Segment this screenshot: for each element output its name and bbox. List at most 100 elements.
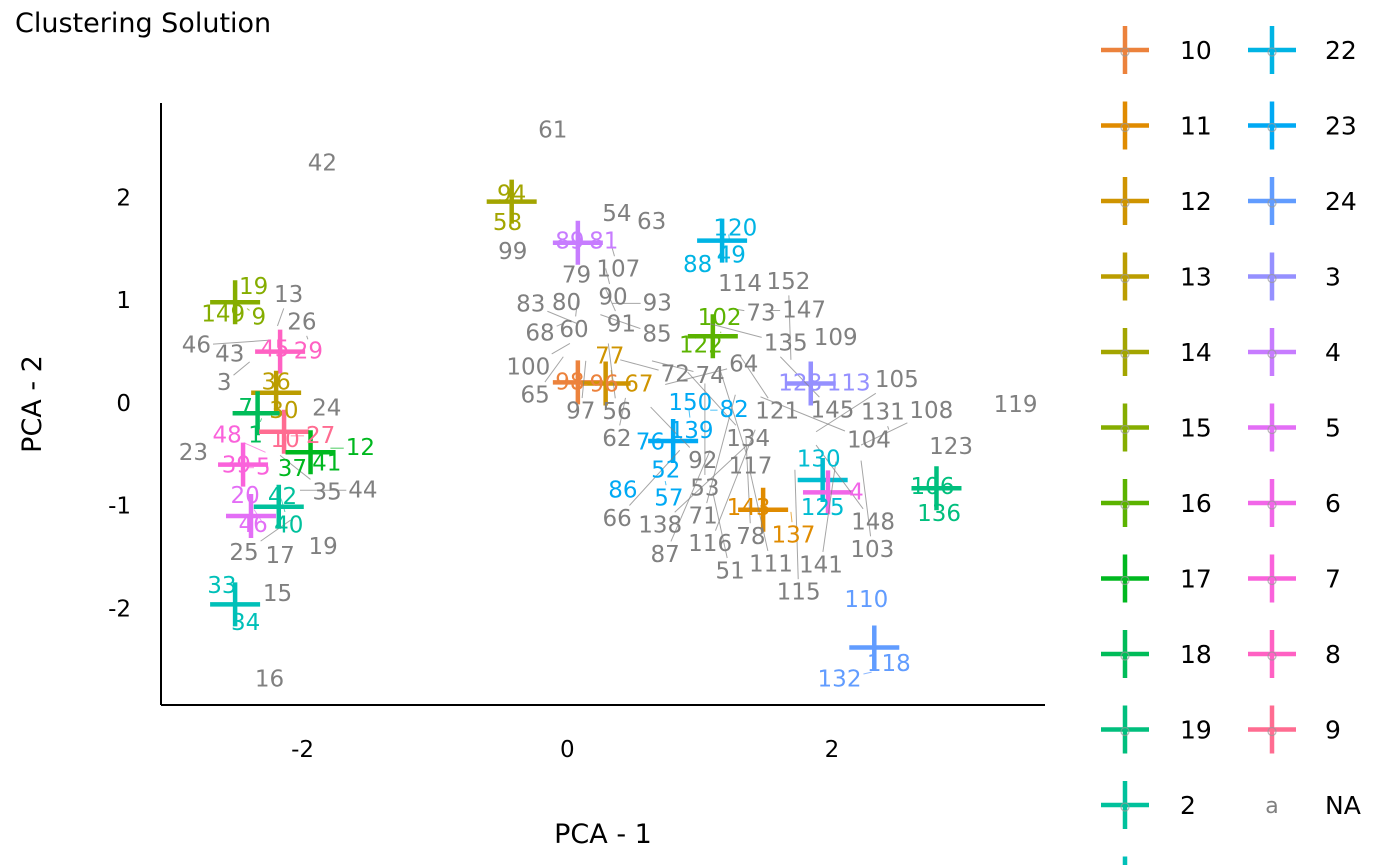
point-label: 139 [670,418,714,444]
cluster-center-cross [797,458,848,503]
legend-label: 4 [1325,338,1341,367]
point-label: 60 [559,317,588,343]
point-label: 100 [506,354,550,380]
legend-label: 19 [1180,716,1212,745]
legend-item: 7 [1248,554,1341,603]
cluster-center-cross [697,218,748,263]
cluster-center-cross [253,484,304,529]
point-label: 1 [248,422,263,448]
point-label: 130 [797,446,841,472]
legend-item: 11 [1101,101,1212,150]
x-tick-label: 2 [825,737,840,763]
leader-line [749,470,769,552]
legend-key-dot [1267,349,1277,359]
legend-key-dot [1267,424,1277,435]
legend-key-dot [1120,349,1130,359]
leader-line [687,371,737,426]
legend-item: 22 [1248,26,1357,74]
legend-item: 18 [1101,630,1212,678]
legend-item: 2 [1101,781,1196,829]
leader-line [629,449,681,506]
point-label: 44 [348,477,377,503]
leader-line [863,671,872,675]
x-tick-label: -2 [291,737,314,763]
legend-key-dot [1120,122,1130,133]
legend-label: 24 [1325,187,1357,216]
point-label: 80 [552,290,581,316]
point-label: 92 [688,448,717,474]
point-label: 3 [217,370,232,396]
leader-line [860,460,872,537]
point-label: 97 [566,399,595,425]
point-label: 141 [799,552,843,578]
leader-line [650,406,691,448]
point-label: 111 [749,551,793,577]
legend-item: a NA [1265,791,1361,820]
leader-line [246,308,250,311]
point-label: 62 [602,426,631,452]
cluster-center-cross [802,470,853,515]
leader-line [887,426,890,430]
legend-key-dot [1120,273,1130,284]
point-label: 113 [827,370,871,396]
legend-item: 19 [1101,705,1212,754]
point-label: 10 [271,427,300,453]
point-label: 30 [269,398,298,424]
point-label: 33 [207,573,236,599]
legend-label: 5 [1325,414,1341,443]
cluster-center-cross [259,409,310,454]
leader-line [670,450,711,542]
point-label: 87 [650,542,679,568]
point-label: 117 [728,454,772,480]
point-label: 16 [255,666,284,692]
legend-label: 12 [1180,187,1212,216]
point-label: 72 [661,362,690,388]
point-label: 61 [538,118,567,144]
leader-line [860,422,908,446]
cluster-center-cross [285,430,336,475]
legend-key-dot [1267,122,1277,133]
cluster-center-cross [210,280,261,325]
point-label: 138 [638,513,682,539]
y-tick-label: -2 [108,596,131,622]
point-label: 93 [643,290,672,316]
point-label: 90 [598,284,627,310]
leader-line [620,359,659,371]
legend-item: 15 [1101,403,1212,452]
leader-line [779,356,820,398]
leader-line [731,307,745,312]
point-label: 89 [555,229,584,255]
point-label: 134 [726,426,770,452]
point-label: 121 [755,399,799,425]
point-label: 54 [602,201,631,227]
leader-line [243,442,266,453]
cluster-center-cross [225,493,276,538]
legend-item: 20 [1122,856,1128,865]
point-label: 43 [215,342,244,368]
point-label: 137 [771,523,815,549]
legend-key-dot [1267,500,1277,510]
point-label: 24 [312,395,341,421]
point-label: 83 [516,291,545,317]
point-label: 77 [595,344,624,370]
point-label: 68 [525,321,554,347]
legend-item: 4 [1248,328,1341,376]
point-label: 114 [718,271,762,297]
leader-line [212,339,269,345]
legend-label: 13 [1180,263,1212,292]
leader-line [605,288,616,312]
point-label: 107 [596,257,640,283]
leader-line [822,461,837,553]
leader-line [760,396,846,432]
point-label: 57 [654,486,683,512]
leader-line [664,480,667,486]
leader-line [688,410,691,418]
legend-label: 14 [1180,338,1212,367]
legend-item: 12 [1101,177,1212,225]
x-axis-label: PCA - 1 [554,819,652,850]
leader-line [815,444,864,510]
point-label: 63 [637,209,666,235]
legend-label: 10 [1180,36,1212,65]
